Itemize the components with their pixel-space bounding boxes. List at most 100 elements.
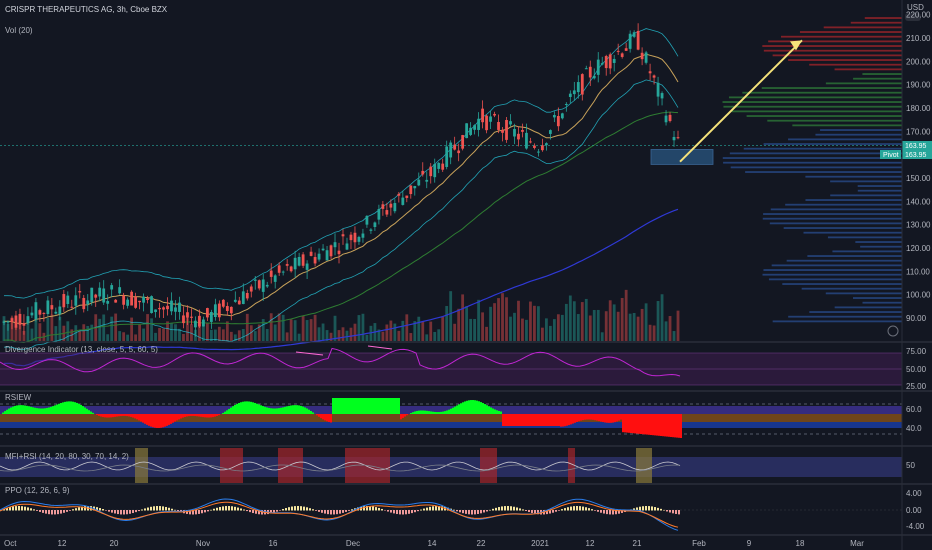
- volume-bar: [138, 324, 141, 341]
- candle-body: [209, 311, 213, 322]
- rsiew-bar: [628, 414, 630, 433]
- rsiew-bar: [530, 414, 532, 426]
- candle-body: [126, 299, 130, 306]
- volume-bar: [481, 312, 484, 341]
- volume-profile-row: [785, 203, 902, 206]
- ppo-bar: [600, 510, 602, 513]
- rsiew-bar: [76, 402, 78, 414]
- ppo-bar: [168, 507, 170, 511]
- ppo-bar: [393, 510, 395, 514]
- volume-bar: [441, 316, 445, 341]
- rsiew-bar: [138, 414, 140, 421]
- ppo-bar: [642, 506, 644, 511]
- volume-bar: [616, 311, 620, 341]
- volume-bar: [445, 306, 449, 341]
- candle-body: [134, 296, 138, 308]
- price-tick-label: 200.00: [906, 57, 931, 66]
- volume-bar: [325, 330, 329, 341]
- rsiew-bar: [564, 414, 566, 427]
- rsiew-bar: [310, 410, 312, 414]
- volume-bar: [660, 294, 664, 341]
- candle-body: [349, 234, 353, 241]
- rsiew-bar: [612, 414, 614, 423]
- candle-body: [277, 265, 281, 273]
- volume-profile-row: [801, 287, 902, 290]
- ppo-bar: [342, 510, 344, 513]
- candle-body: [485, 115, 488, 131]
- rsiew-bar: [316, 414, 318, 416]
- volume-bar: [269, 313, 273, 341]
- ppo-bar: [483, 510, 485, 513]
- rsiew-bar: [636, 414, 638, 434]
- ppo-bar: [621, 510, 623, 513]
- ppo-bar: [15, 506, 17, 511]
- ppo-bar: [18, 506, 20, 511]
- ppo-bar: [309, 508, 311, 511]
- candle-body: [94, 294, 98, 298]
- rsiew-bar: [190, 414, 192, 416]
- rsiew-bar: [632, 414, 634, 434]
- volume-bar: [612, 304, 616, 341]
- candle-body: [453, 144, 457, 150]
- candle-body: [118, 287, 122, 294]
- time-tick-label: 21: [633, 539, 642, 548]
- candle-body: [433, 164, 437, 178]
- rsiew-bar: [10, 407, 12, 414]
- volume-bar: [556, 314, 560, 341]
- candle-body: [102, 288, 106, 303]
- ppo-bar: [633, 508, 635, 511]
- rsiew-bar: [468, 400, 470, 414]
- rsiew-bar: [16, 405, 18, 414]
- rsiew-bar: [80, 404, 82, 414]
- rsiew-bar: [328, 414, 330, 423]
- ppo-bar: [210, 509, 212, 511]
- volume-bar: [656, 301, 660, 341]
- rsiew-bar: [486, 405, 488, 414]
- candle-body: [600, 63, 604, 65]
- volume-profile-row: [815, 133, 902, 136]
- mfi-zone: [480, 448, 497, 483]
- rsiew-bar: [236, 403, 238, 414]
- candle-body: [509, 121, 512, 125]
- volume-bar: [469, 318, 473, 341]
- rsiew-bar: [34, 407, 36, 414]
- volume-profile-row: [742, 91, 902, 94]
- rsiew-bar: [566, 414, 568, 426]
- ppo-bar: [192, 510, 194, 515]
- volume-profile-row: [805, 199, 902, 201]
- ppo-bar: [396, 510, 398, 515]
- rsiew-bar: [472, 400, 474, 414]
- ppo-bar: [462, 510, 464, 514]
- ppo-bar: [648, 506, 650, 511]
- candle-body: [636, 30, 640, 50]
- ppo-bar: [255, 510, 257, 514]
- ppo-bar: [591, 509, 593, 511]
- time-tick-label: Oct: [4, 539, 17, 548]
- scale-settings-button[interactable]: [905, 13, 921, 21]
- volume-bar: [134, 334, 138, 341]
- rsiew-bar: [402, 414, 404, 418]
- volume-bar: [46, 317, 50, 341]
- ppo-bar: [561, 509, 563, 511]
- volume-bar: [329, 332, 333, 341]
- volume-bar: [644, 303, 648, 341]
- volume-bar: [293, 320, 297, 341]
- ppo-bar: [270, 510, 272, 514]
- rsiew-bar: [414, 411, 416, 414]
- ppo-bar: [654, 507, 656, 511]
- volume-profile-row: [823, 26, 902, 29]
- volume-bar: [22, 330, 26, 341]
- time-tick-label: 12: [58, 539, 67, 548]
- volume-bar: [493, 303, 496, 341]
- rsiew-bar: [642, 414, 644, 435]
- rsiew-bar: [334, 398, 336, 414]
- candle-body: [672, 136, 676, 141]
- volume-profile-row: [722, 157, 902, 159]
- ppo-bar: [546, 510, 548, 515]
- rsiew-bar: [622, 414, 624, 433]
- candle-body: [369, 229, 373, 231]
- rsiew-bar: [262, 406, 264, 414]
- chart-settings-icon[interactable]: [887, 325, 899, 337]
- candle-body: [505, 119, 508, 140]
- ppo-bar: [126, 510, 128, 515]
